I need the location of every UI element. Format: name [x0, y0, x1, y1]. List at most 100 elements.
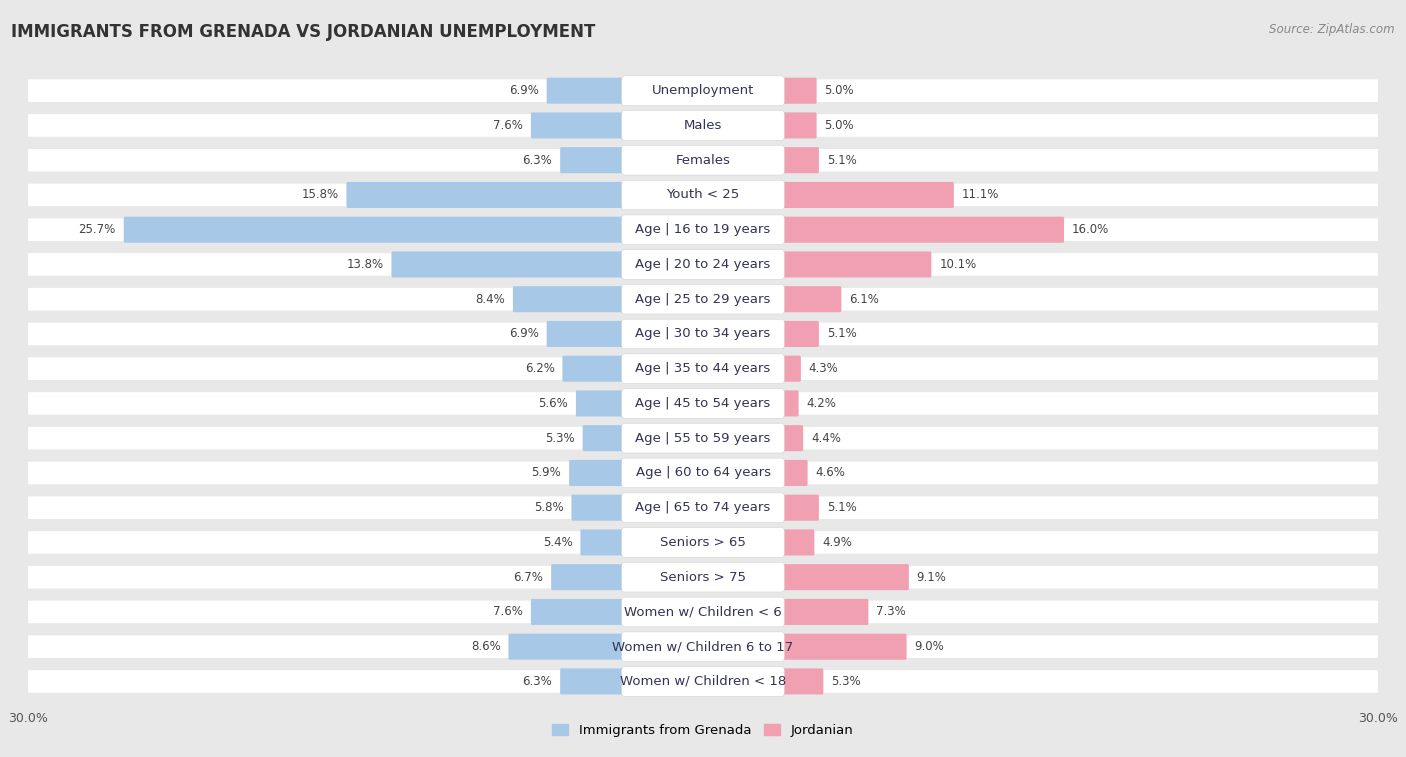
FancyBboxPatch shape — [621, 667, 785, 696]
Text: 6.2%: 6.2% — [524, 362, 554, 375]
Text: 15.8%: 15.8% — [301, 188, 339, 201]
FancyBboxPatch shape — [28, 322, 1378, 345]
Text: 5.1%: 5.1% — [827, 328, 856, 341]
FancyBboxPatch shape — [560, 147, 704, 173]
FancyBboxPatch shape — [551, 564, 704, 590]
FancyBboxPatch shape — [531, 113, 704, 139]
FancyBboxPatch shape — [702, 494, 818, 521]
FancyBboxPatch shape — [531, 599, 704, 625]
FancyBboxPatch shape — [28, 392, 1378, 415]
Text: 6.9%: 6.9% — [509, 328, 538, 341]
Text: Seniors > 75: Seniors > 75 — [659, 571, 747, 584]
FancyBboxPatch shape — [621, 111, 785, 140]
FancyBboxPatch shape — [702, 251, 931, 278]
Text: 5.3%: 5.3% — [546, 431, 575, 444]
FancyBboxPatch shape — [391, 251, 704, 278]
FancyBboxPatch shape — [702, 113, 817, 139]
FancyBboxPatch shape — [702, 564, 908, 590]
FancyBboxPatch shape — [28, 497, 1378, 519]
FancyBboxPatch shape — [702, 182, 953, 208]
FancyBboxPatch shape — [28, 531, 1378, 553]
FancyBboxPatch shape — [621, 632, 785, 662]
Text: 6.9%: 6.9% — [509, 84, 538, 97]
FancyBboxPatch shape — [621, 458, 785, 488]
Text: Source: ZipAtlas.com: Source: ZipAtlas.com — [1270, 23, 1395, 36]
FancyBboxPatch shape — [581, 529, 704, 556]
FancyBboxPatch shape — [702, 147, 818, 173]
FancyBboxPatch shape — [621, 493, 785, 522]
FancyBboxPatch shape — [621, 562, 785, 592]
FancyBboxPatch shape — [547, 321, 704, 347]
FancyBboxPatch shape — [621, 76, 785, 105]
FancyBboxPatch shape — [621, 319, 785, 349]
Text: Women w/ Children < 6: Women w/ Children < 6 — [624, 606, 782, 618]
FancyBboxPatch shape — [702, 286, 841, 312]
Text: Males: Males — [683, 119, 723, 132]
Text: 5.3%: 5.3% — [831, 675, 860, 688]
Text: 5.6%: 5.6% — [538, 397, 568, 410]
FancyBboxPatch shape — [702, 425, 803, 451]
FancyBboxPatch shape — [513, 286, 704, 312]
Text: 6.7%: 6.7% — [513, 571, 543, 584]
Text: 5.4%: 5.4% — [543, 536, 572, 549]
FancyBboxPatch shape — [569, 460, 704, 486]
FancyBboxPatch shape — [621, 285, 785, 314]
Text: Females: Females — [675, 154, 731, 167]
FancyBboxPatch shape — [702, 460, 807, 486]
Text: Age | 30 to 34 years: Age | 30 to 34 years — [636, 328, 770, 341]
Text: 9.1%: 9.1% — [917, 571, 946, 584]
Text: 10.1%: 10.1% — [939, 258, 976, 271]
Text: 4.3%: 4.3% — [808, 362, 838, 375]
FancyBboxPatch shape — [702, 634, 907, 659]
Text: 4.2%: 4.2% — [807, 397, 837, 410]
Text: 5.0%: 5.0% — [824, 119, 853, 132]
FancyBboxPatch shape — [702, 78, 817, 104]
Text: 8.4%: 8.4% — [475, 293, 505, 306]
FancyBboxPatch shape — [621, 528, 785, 557]
FancyBboxPatch shape — [28, 184, 1378, 206]
FancyBboxPatch shape — [547, 78, 704, 104]
Text: 4.4%: 4.4% — [811, 431, 841, 444]
FancyBboxPatch shape — [702, 217, 1064, 243]
FancyBboxPatch shape — [571, 494, 704, 521]
Text: Seniors > 65: Seniors > 65 — [659, 536, 747, 549]
Text: Age | 35 to 44 years: Age | 35 to 44 years — [636, 362, 770, 375]
Text: 25.7%: 25.7% — [79, 223, 115, 236]
FancyBboxPatch shape — [621, 388, 785, 418]
Text: 5.9%: 5.9% — [531, 466, 561, 479]
FancyBboxPatch shape — [702, 529, 814, 556]
FancyBboxPatch shape — [28, 566, 1378, 588]
Text: 5.1%: 5.1% — [827, 154, 856, 167]
FancyBboxPatch shape — [124, 217, 704, 243]
FancyBboxPatch shape — [28, 670, 1378, 693]
Text: Youth < 25: Youth < 25 — [666, 188, 740, 201]
Text: 5.0%: 5.0% — [824, 84, 853, 97]
Text: Age | 25 to 29 years: Age | 25 to 29 years — [636, 293, 770, 306]
FancyBboxPatch shape — [621, 423, 785, 453]
FancyBboxPatch shape — [28, 600, 1378, 623]
FancyBboxPatch shape — [702, 668, 824, 694]
Text: 6.1%: 6.1% — [849, 293, 879, 306]
FancyBboxPatch shape — [28, 427, 1378, 450]
FancyBboxPatch shape — [621, 215, 785, 245]
FancyBboxPatch shape — [346, 182, 704, 208]
Text: 8.6%: 8.6% — [471, 640, 501, 653]
Text: Age | 20 to 24 years: Age | 20 to 24 years — [636, 258, 770, 271]
Text: 7.6%: 7.6% — [494, 606, 523, 618]
Text: 6.3%: 6.3% — [523, 675, 553, 688]
FancyBboxPatch shape — [28, 462, 1378, 484]
FancyBboxPatch shape — [560, 668, 704, 694]
FancyBboxPatch shape — [28, 114, 1378, 137]
Text: Age | 65 to 74 years: Age | 65 to 74 years — [636, 501, 770, 514]
Text: 13.8%: 13.8% — [346, 258, 384, 271]
Text: 5.8%: 5.8% — [534, 501, 564, 514]
FancyBboxPatch shape — [621, 145, 785, 175]
FancyBboxPatch shape — [28, 635, 1378, 658]
FancyBboxPatch shape — [28, 79, 1378, 102]
Text: 4.9%: 4.9% — [823, 536, 852, 549]
FancyBboxPatch shape — [702, 356, 801, 382]
Text: 16.0%: 16.0% — [1071, 223, 1109, 236]
FancyBboxPatch shape — [28, 219, 1378, 241]
Text: 11.1%: 11.1% — [962, 188, 1000, 201]
Text: Unemployment: Unemployment — [652, 84, 754, 97]
